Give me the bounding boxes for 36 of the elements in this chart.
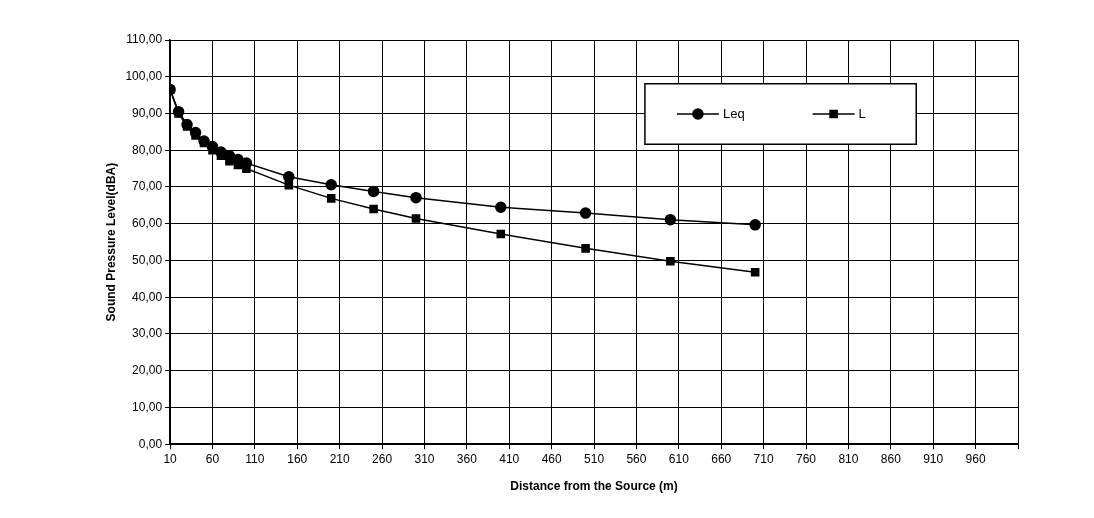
y-tick-label: 60,00: [132, 216, 163, 231]
y-tick-label: 10,00: [132, 399, 163, 414]
x-tick-label: 960: [965, 451, 986, 466]
x-tick-label: 910: [923, 451, 944, 466]
y-tick-label: 0,00: [138, 436, 163, 451]
x-tick-label: 210: [329, 451, 351, 466]
x-tick-label: 710: [753, 451, 774, 466]
y-tick-label: 30,00: [132, 326, 163, 341]
x-tick-label: 410: [499, 451, 520, 466]
x-tick-label: 60: [205, 451, 220, 466]
x-tick-label: 260: [372, 451, 393, 466]
x-tick-label: 460: [541, 451, 562, 466]
x-tick-label: 860: [880, 451, 902, 466]
x-tick-label: 360: [456, 451, 478, 466]
x-tick-label: 610: [668, 451, 690, 466]
legend-label: Leq: [722, 105, 745, 121]
x-tick-label: 310: [414, 451, 435, 466]
x-tick-label: 160: [287, 451, 308, 466]
y-tick-label: 50,00: [132, 252, 163, 267]
legend-label: L: [858, 105, 866, 121]
x-axis-title: Distance from the Source (m): [510, 479, 678, 494]
x-tick-label: 510: [584, 451, 605, 466]
x-tick-label: 760: [796, 451, 817, 466]
x-tick-label: 660: [711, 451, 732, 466]
x-tick-label: 110: [245, 451, 265, 466]
y-tick-label: 20,00: [132, 363, 163, 378]
y-tick-label: 80,00: [132, 142, 163, 157]
y-tick-label: 70,00: [132, 179, 163, 194]
x-tick-label: 810: [838, 451, 859, 466]
y-axis-title: Sound Pressure Level(dBA): [103, 162, 118, 322]
x-tick-label: 10: [163, 451, 178, 466]
y-tick-label: 40,00: [132, 289, 163, 304]
y-tick-label: 100,00: [125, 69, 163, 84]
y-tick-label: 90,00: [132, 105, 163, 120]
x-tick-label: 560: [626, 451, 647, 466]
y-tick-label: 110,00: [126, 32, 163, 47]
